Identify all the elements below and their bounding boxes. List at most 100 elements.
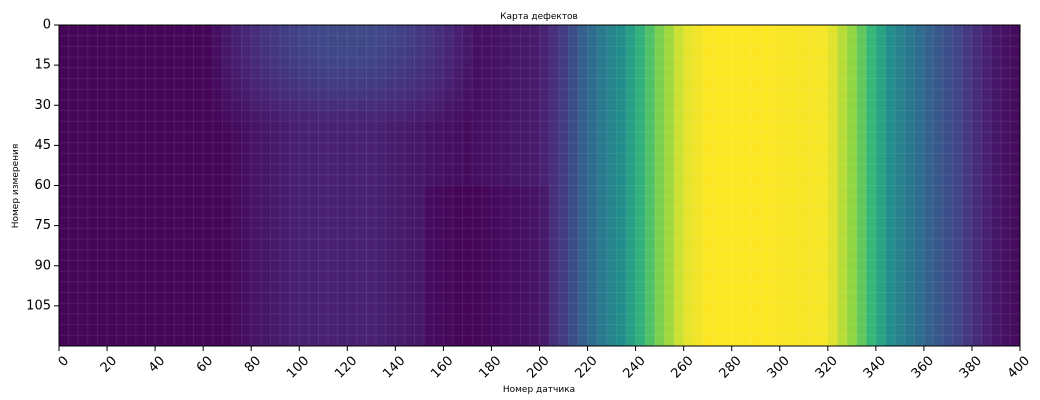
heatmap-cell (356, 89, 367, 101)
heatmap-cell (683, 35, 694, 47)
heatmap-cell (654, 46, 665, 58)
heatmap-cell (818, 260, 829, 272)
heatmap-cell (847, 239, 858, 251)
heatmap-cell (443, 313, 454, 325)
heatmap-cell (78, 153, 89, 165)
heatmap-cell (135, 57, 146, 69)
heatmap-cell (318, 185, 329, 197)
x-tick-label: 320 (813, 353, 841, 381)
heatmap-cell (78, 260, 89, 272)
heatmap-cell (270, 153, 281, 165)
heatmap-cell (971, 67, 982, 79)
heatmap-cell (404, 25, 415, 37)
heatmap-cell (789, 206, 800, 218)
heatmap-cell (779, 142, 790, 154)
heatmap-cell (116, 324, 127, 336)
heatmap-cell (68, 303, 79, 315)
heatmap-cell (107, 271, 118, 283)
heatmap-cell (481, 25, 492, 37)
heatmap-cell (1000, 228, 1011, 240)
heatmap-cell (356, 260, 367, 272)
heatmap-cell (280, 25, 291, 37)
heatmap-cell (328, 260, 339, 272)
heatmap-cell (722, 110, 733, 122)
heatmap-cell (270, 260, 281, 272)
heatmap-cell (731, 239, 742, 251)
heatmap-cell (549, 206, 560, 218)
heatmap-cell (164, 164, 175, 176)
heatmap-cell (59, 249, 70, 261)
heatmap-cell (760, 57, 771, 69)
heatmap-cell (933, 324, 944, 336)
heatmap-cell (251, 121, 262, 133)
heatmap-cell (433, 142, 444, 154)
heatmap-cell (87, 110, 98, 122)
heatmap-cell (260, 206, 271, 218)
heatmap-cell (549, 313, 560, 325)
heatmap-cell (923, 121, 934, 133)
heatmap-cell (827, 324, 838, 336)
heatmap-cell (155, 260, 166, 272)
heatmap-cell (558, 153, 569, 165)
heatmap-cell (164, 271, 175, 283)
heatmap-cell (107, 99, 118, 111)
heatmap-cell (347, 132, 358, 144)
heatmap-cell (616, 313, 627, 325)
heatmap-cell (270, 228, 281, 240)
heatmap-cell (433, 260, 444, 272)
heatmap-cell (654, 89, 665, 101)
heatmap-cell (798, 78, 809, 90)
heatmap-cell (260, 110, 271, 122)
heatmap-cell (376, 249, 387, 261)
heatmap-cell (491, 35, 502, 47)
heatmap-cell (539, 67, 550, 79)
heatmap-cell (145, 164, 156, 176)
heatmap-cell (683, 335, 694, 347)
heatmap-cell (558, 324, 569, 336)
heatmap-cell (472, 78, 483, 90)
heatmap-cell (702, 110, 713, 122)
heatmap-cell (750, 78, 761, 90)
heatmap-cell (462, 174, 473, 186)
heatmap-cell (356, 153, 367, 165)
heatmap-cell (847, 217, 858, 229)
heatmap-cell (385, 78, 396, 90)
heatmap-cell (923, 89, 934, 101)
heatmap-cell (529, 185, 540, 197)
heatmap-cell (462, 164, 473, 176)
heatmap-cell (203, 89, 214, 101)
heatmap-cell (404, 313, 415, 325)
heatmap-cell (808, 132, 819, 144)
heatmap-cell (433, 46, 444, 58)
heatmap-cell (625, 164, 636, 176)
heatmap-cell (625, 132, 636, 144)
heatmap-cell (587, 281, 598, 293)
heatmap-cell (933, 239, 944, 251)
heatmap-cell (645, 239, 656, 251)
heatmap-cell (395, 89, 406, 101)
heatmap-cell (424, 132, 435, 144)
heatmap-cell (520, 78, 531, 90)
heatmap-cell (260, 196, 271, 208)
heatmap-cell (837, 110, 848, 122)
heatmap-cell (895, 292, 906, 304)
heatmap-cell (597, 217, 608, 229)
heatmap-cell (933, 249, 944, 261)
heatmap-cell (59, 78, 70, 90)
heatmap-cell (597, 142, 608, 154)
heatmap-cell (155, 153, 166, 165)
heatmap-cell (395, 57, 406, 69)
heatmap-cell (760, 46, 771, 58)
heatmap-cell (231, 25, 242, 37)
heatmap-cell (549, 217, 560, 229)
heatmap-cell (702, 25, 713, 37)
heatmap-cell (453, 335, 464, 347)
heatmap-cell (616, 206, 627, 218)
heatmap-cell (97, 164, 108, 176)
heatmap-cell (933, 174, 944, 186)
heatmap-cell (337, 99, 348, 111)
heatmap-cell (568, 185, 579, 197)
heatmap-cell (645, 164, 656, 176)
heatmap-cell (145, 303, 156, 315)
heatmap-cell (664, 110, 675, 122)
